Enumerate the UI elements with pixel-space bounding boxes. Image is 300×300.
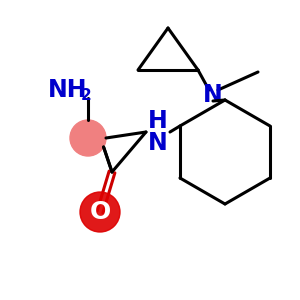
Circle shape: [70, 120, 106, 156]
Text: NH: NH: [48, 78, 88, 102]
Circle shape: [80, 192, 120, 232]
Text: O: O: [89, 200, 111, 224]
Text: H
N: H N: [148, 109, 168, 155]
Text: N: N: [203, 83, 223, 107]
Text: 2: 2: [81, 88, 92, 104]
